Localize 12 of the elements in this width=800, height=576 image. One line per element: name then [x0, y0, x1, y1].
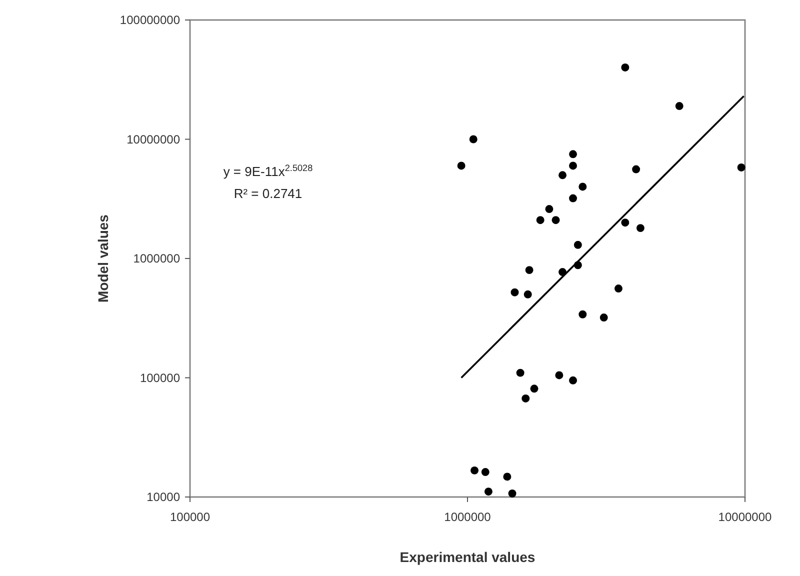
- annotation: y = 9E-11x$^{2.5028}$: [223, 163, 313, 179]
- x-axis-title: Experimental values: [400, 549, 536, 565]
- y-tick-label: 1000000: [133, 252, 180, 266]
- x-tick-label: 1000000: [444, 510, 492, 524]
- y-axis-title: Model values: [95, 214, 111, 302]
- y-tick-label: 100000: [140, 370, 180, 385]
- annotation: R² = 0.2741: [234, 186, 302, 201]
- x-tick-label: 10000000: [718, 510, 772, 524]
- y-tick-label: 10000000: [126, 132, 180, 146]
- y-tick-label: 10000: [146, 490, 180, 504]
- y-tick-label: 100000000: [120, 13, 180, 27]
- x-tick-label: 100000: [170, 510, 210, 524]
